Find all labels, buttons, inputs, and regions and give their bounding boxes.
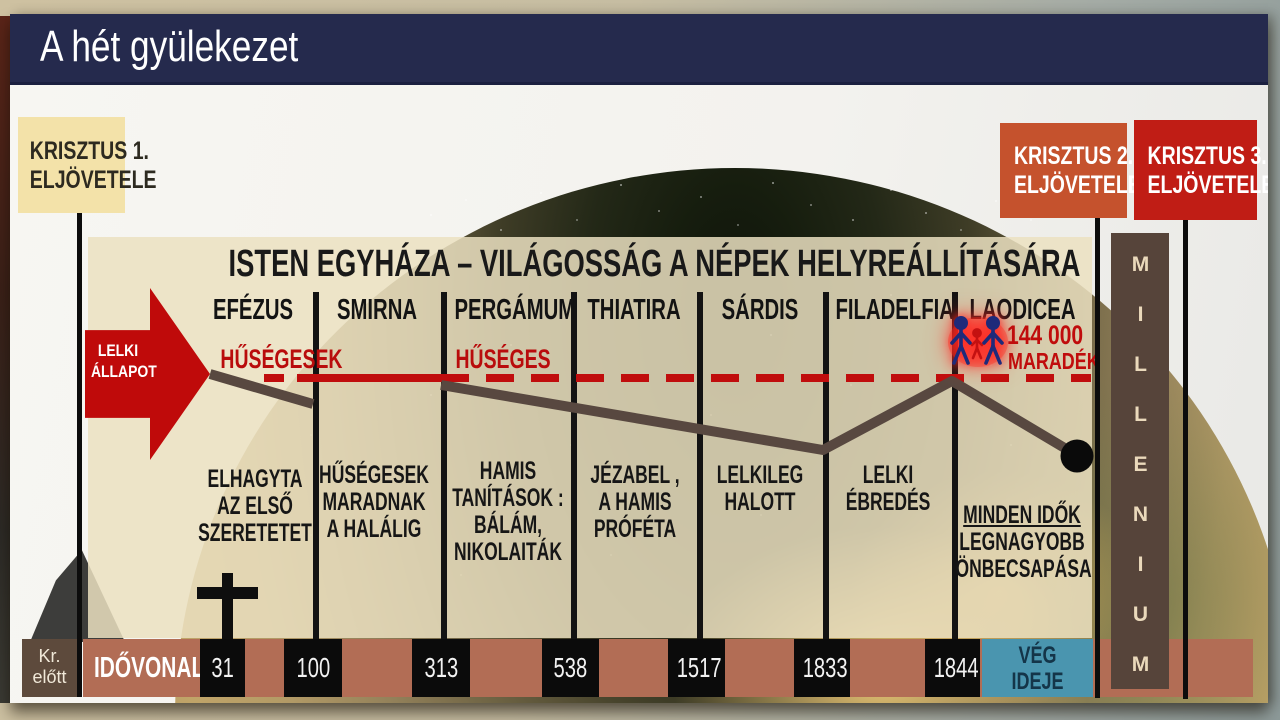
year-marker-1833: 1833 xyxy=(794,639,850,697)
second-coming-line xyxy=(1095,218,1100,698)
column-divider xyxy=(571,292,577,644)
millennium-bar: MILLENIUM xyxy=(1111,233,1169,703)
church-desc-sardis: LELKILEG HALOTT xyxy=(716,461,804,516)
year-marker-31: 31 xyxy=(200,639,245,697)
remnant-number: 144 000 xyxy=(1007,320,1084,350)
church-desc-efezus: ELHAGYTA AZ ELSŐ SZERETETET xyxy=(198,465,312,547)
remnant-people-icon xyxy=(948,316,1008,367)
church-desc-filadelfia: LELKI ÉBREDÉS xyxy=(845,461,931,516)
christ-second-coming-box: KRISZTUS 2. ELJÖVETELE xyxy=(1000,123,1141,218)
red-solid-line-segment xyxy=(313,374,441,382)
church-name-thiatira: THIATIRA xyxy=(587,294,681,326)
first-coming-line xyxy=(77,213,82,697)
red-dashed-line-segment xyxy=(264,374,314,382)
timeline-label: IDŐVONAL xyxy=(94,652,205,684)
church-name-filadelfia: FILADELFIA xyxy=(835,294,954,326)
timeline-bc-box: Kr. előtt xyxy=(22,639,77,697)
column-divider xyxy=(952,292,958,644)
red-dashed-line-segment xyxy=(441,374,1091,382)
faithful-label-2: HŰSÉGES xyxy=(455,344,551,374)
church-name-sardis: SÁRDIS xyxy=(721,294,799,326)
year-marker-538: 538 xyxy=(542,639,599,697)
church-desc-laodicea: MINDEN IDŐK LEGNAGYOBB ÖNBECSAPÁSA xyxy=(955,501,1092,583)
year-marker-1844: 1844 xyxy=(925,639,980,697)
church-name-efezus: EFÉZUS xyxy=(212,294,294,326)
title-bar: A hét gyülekezet xyxy=(10,14,1268,85)
church-desc-pergamum: HAMIS TANÍTÁSOK : BÁLÁM, NIKOLAITÁK xyxy=(452,457,564,566)
faithful-label-1: HŰSÉGESEK xyxy=(220,344,343,374)
christ-third-coming-box: KRISZTUS 3. ELJÖVETELE xyxy=(1134,120,1268,220)
time-of-end-box: VÉG IDEJE xyxy=(982,639,1093,697)
page-left-edge xyxy=(0,16,10,703)
christ-first-coming-box: KRISZTUS 1. ELJÖVETELE xyxy=(18,117,157,213)
starfield-decor xyxy=(10,14,12,16)
arrow-label: LELKI ÁLLAPOT xyxy=(90,341,157,381)
column-divider xyxy=(823,292,829,644)
year-marker-100: 100 xyxy=(284,639,342,697)
church-desc-thiatira: JÉZABEL , A HAMIS PRÓFÉTA xyxy=(590,461,680,543)
church-desc-smirna: HŰSÉGESEK MARADNAK A HALÁLIG xyxy=(319,461,429,543)
slide: A hét gyülekezet ISTEN EGYHÁZA – VILÁGOS… xyxy=(10,14,1268,703)
third-coming-line xyxy=(1183,219,1188,699)
page-title: A hét gyülekezet xyxy=(40,22,299,71)
column-divider xyxy=(697,292,703,644)
column-divider xyxy=(313,292,319,644)
remnant-label: MARADÉK xyxy=(1008,348,1100,374)
church-name-smirna: SMIRNA xyxy=(336,294,418,326)
church-name-pergamum: PERGÁMUM xyxy=(454,294,576,326)
panel-title: ISTEN EGYHÁZA – VILÁGOSSÁG A NÉPEK HELYR… xyxy=(228,243,1081,285)
year-marker-313: 313 xyxy=(412,639,470,697)
year-marker-1517: 1517 xyxy=(668,639,725,697)
column-divider xyxy=(441,292,447,644)
